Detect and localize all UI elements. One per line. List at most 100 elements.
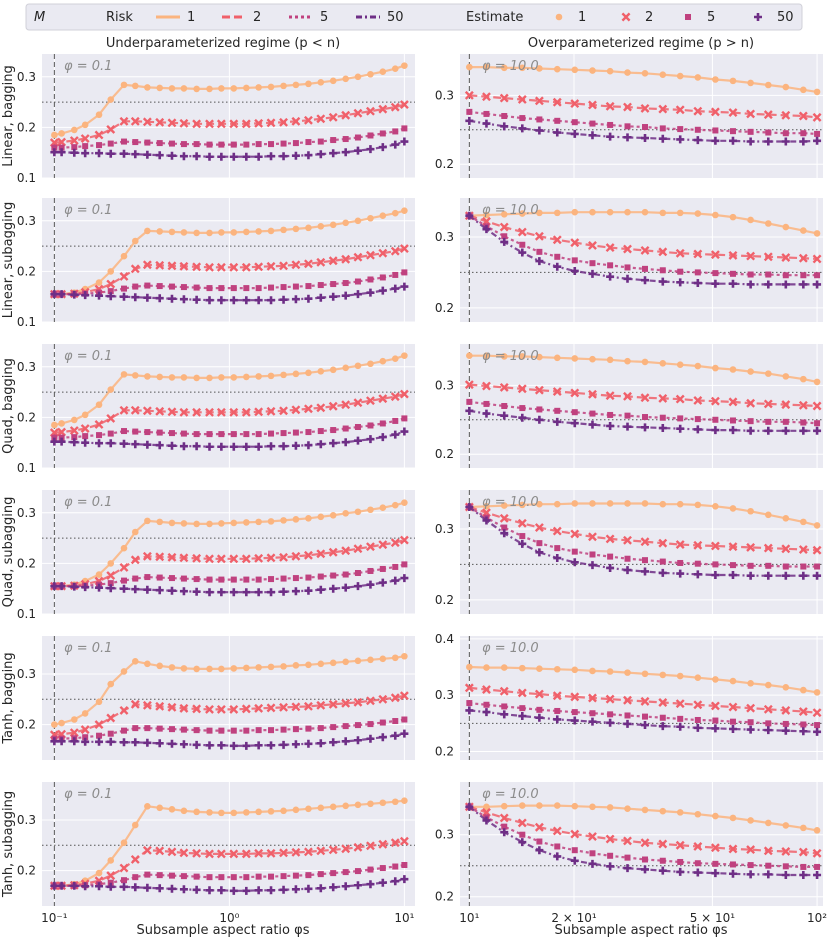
estimate-marker-m50	[570, 716, 579, 725]
estimate-marker-m5	[120, 727, 127, 734]
estimate-marker-m1	[553, 65, 561, 73]
estimate-marker-m50	[465, 211, 474, 220]
estimate-marker-m50	[155, 739, 164, 748]
estimate-marker-m50	[658, 866, 667, 875]
estimate-marker-m50	[500, 828, 509, 837]
estimate-marker-m50	[304, 884, 313, 893]
estimate-marker-m1	[95, 869, 103, 877]
estimate-marker-m50	[70, 737, 79, 746]
estimate-marker-m5	[367, 866, 374, 873]
estimate-marker-m5	[342, 869, 349, 876]
estimate-marker-m5	[571, 709, 578, 716]
risk-line-m50	[54, 577, 405, 594]
estimate-marker-m5	[729, 270, 736, 277]
estimate-marker-m50	[400, 729, 409, 738]
estimate-marker-m50	[267, 886, 276, 895]
estimate-marker-m50	[535, 548, 544, 557]
estimate-marker-m2	[316, 403, 326, 413]
estimate-marker-m50	[500, 710, 509, 719]
estimate-marker-m50	[366, 288, 375, 297]
estimate-marker-m2	[675, 840, 685, 850]
estimate-marker-m1	[193, 85, 200, 93]
estimate-marker-m50	[229, 442, 238, 451]
estimate-marker-m50	[588, 269, 597, 278]
estimate-marker-m50	[179, 152, 188, 161]
estimate-marker-m2	[763, 252, 773, 262]
estimate-marker-m5	[305, 574, 312, 581]
estimate-marker-m5	[589, 850, 596, 857]
estimate-marker-m1	[255, 84, 262, 91]
estimate-marker-m2	[366, 250, 375, 260]
estimate-marker-m2	[693, 249, 703, 259]
estimate-marker-m5	[554, 117, 561, 124]
estimate-marker-m50	[50, 148, 59, 157]
estimate-marker-m50	[606, 862, 615, 871]
estimate-marker-m5	[354, 424, 361, 431]
estimate-marker-m5	[180, 575, 187, 582]
estimate-marker-m2	[341, 698, 351, 708]
y-tick-label: 0.1	[17, 315, 36, 329]
estimate-marker-m5	[354, 278, 361, 285]
estimate-marker-m50	[588, 717, 597, 726]
estimate-marker-m1	[729, 505, 737, 512]
estimate-marker-m2	[279, 117, 289, 127]
estimate-marker-m50	[167, 151, 176, 160]
estimate-marker-m2	[482, 685, 491, 694]
estimate-marker-m5	[51, 144, 58, 151]
estimate-marker-m2	[130, 699, 140, 709]
estimate-marker-m1	[813, 689, 821, 696]
estimate-marker-m2	[623, 244, 632, 254]
estimate-marker-m50	[623, 566, 632, 575]
estimate-marker-m2	[390, 246, 400, 256]
row-ylabel: Quad, subagging	[1, 497, 16, 608]
estimate-marker-m5	[168, 430, 175, 437]
estimate-marker-m5	[96, 432, 103, 439]
estimate-marker-m1	[255, 808, 262, 816]
estimate-marker-m50	[764, 870, 773, 879]
estimate-marker-m50	[676, 722, 685, 731]
panel-3-right: 0.2 0.3 φ = 10.0	[435, 490, 823, 614]
estimate-marker-m1	[606, 500, 614, 507]
estimate-marker-m5	[765, 562, 772, 569]
estimate-marker-m1	[58, 420, 65, 427]
estimate-marker-m1	[342, 364, 349, 372]
estimate-marker-m1	[729, 77, 737, 85]
estimate-marker-m2	[390, 538, 400, 548]
estimate-marker-m50	[229, 741, 238, 750]
estimate-marker-m5	[519, 241, 526, 248]
phi-annotation: φ = 0.1	[64, 59, 112, 74]
estimate-marker-m2	[69, 426, 79, 435]
phi-annotation: φ = 10.0	[482, 641, 539, 656]
estimate-marker-m2	[781, 253, 791, 262]
estimate-marker-m1	[624, 500, 631, 507]
estimate-marker-m2	[399, 836, 409, 846]
estimate-marker-m5	[255, 873, 262, 880]
estimate-marker-m5	[156, 140, 163, 147]
estimate-marker-m5	[814, 722, 821, 729]
estimate-marker-m1	[401, 352, 408, 359]
estimate-marker-m2	[216, 262, 226, 272]
estimate-marker-m50	[518, 838, 527, 847]
left-xlabel: Subsample aspect ratio φs	[137, 923, 310, 938]
estimate-marker-m50	[658, 134, 667, 143]
estimate-marker-m1	[131, 372, 139, 379]
estimate-marker-m5	[144, 574, 151, 581]
estimate-marker-m50	[465, 706, 474, 715]
estimate-marker-m5	[392, 417, 399, 424]
estimate-marker-m1	[131, 237, 139, 245]
estimate-marker-m2	[179, 848, 189, 858]
estimate-marker-m5	[642, 856, 649, 863]
estimate-marker-m5	[589, 710, 596, 717]
estimate-marker-m2	[728, 542, 738, 552]
estimate-marker-m5	[554, 707, 561, 714]
panel-background	[42, 54, 415, 178]
estimate-marker-m5	[132, 283, 139, 290]
estimate-marker-m50	[553, 417, 562, 426]
phi-annotation: φ = 10.0	[482, 787, 539, 802]
estimate-marker-m1	[694, 501, 702, 509]
estimate-marker-m5	[379, 420, 386, 427]
row-ylabel: Linear, bagging	[1, 65, 16, 167]
estimate-marker-m2	[241, 704, 251, 714]
estimate-marker-m1	[606, 356, 614, 364]
estimate-marker-m1	[329, 803, 337, 811]
